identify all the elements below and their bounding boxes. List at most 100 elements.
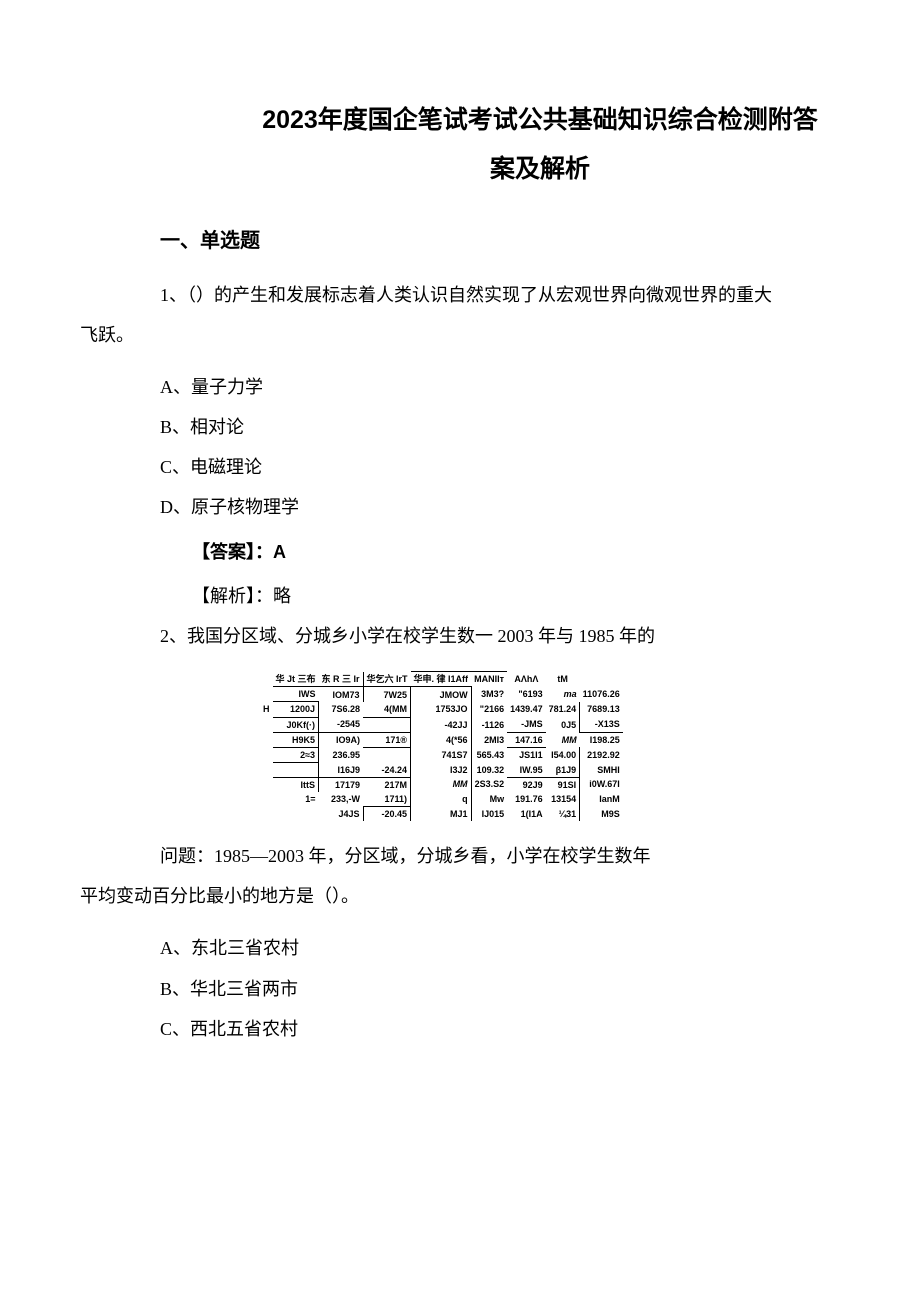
table-cell: 4(MM: [363, 702, 411, 717]
table-cell: [260, 806, 273, 821]
table-row: H 1200J 7S6.28 4(MM 1753JO "2166 1439.47…: [260, 702, 623, 717]
table-cell: -24.24: [363, 763, 411, 778]
table-cell: 11076.26: [580, 687, 623, 702]
table-cell: 2≈3: [273, 747, 319, 762]
section-heading: 一、单选题: [160, 222, 920, 260]
table-cell: -JMS: [507, 717, 546, 732]
table-cell: [260, 717, 273, 732]
table-cell: [273, 806, 319, 821]
table-cell: J0Kf(·): [273, 717, 319, 732]
table-cell: "2166: [471, 702, 507, 717]
table-cell: 7W25: [363, 687, 411, 702]
table-row: H9K5 IO9A) 171® 4(*56 2MI3 147.16 MM I19…: [260, 732, 623, 747]
table-cell: 147.16: [507, 732, 546, 747]
q1-explain: 【解析】：略: [192, 579, 920, 613]
table-row: 2≈3 236.95 741S7 565.43 JS1I1 I54.00 219…: [260, 747, 623, 762]
table-cell: 华 Jt 三布: [273, 672, 319, 687]
table-cell: IOM73: [319, 687, 364, 702]
table-cell: JMOW: [411, 687, 472, 702]
table-cell: H: [260, 702, 273, 717]
table-cell: 92J9: [507, 777, 546, 792]
table-cell: I198.25: [580, 732, 623, 747]
table-row: IWS IOM73 7W25 JMOW 3M3? "6193 ma 11076.…: [260, 687, 623, 702]
doc-title-line2: 案及解析: [80, 146, 920, 194]
q1-option-c: C、电磁理论: [160, 450, 920, 484]
table-cell: [260, 747, 273, 762]
table-cell: MM: [546, 732, 580, 747]
table-cell: 华乞六 IrT: [363, 672, 411, 687]
q2-option-b: B、华北三省两市: [160, 972, 920, 1006]
table-row: J0Kf(·) -2545 -42JJ -1126 -JMS 0J5 -X13S: [260, 717, 623, 732]
table-cell: [260, 732, 273, 747]
table-cell: tM: [546, 672, 580, 687]
table-cell: 1=: [273, 792, 319, 807]
table-cell: 565.43: [471, 747, 507, 762]
table-cell: 1711): [363, 792, 411, 807]
table-cell: 91SI: [546, 777, 580, 792]
table-cell: 0J5: [546, 717, 580, 732]
table-cell: IanM: [580, 792, 623, 807]
q2-stem: 2、我国分区域、分城乡小学在校学生数一 2003 年与 1985 年的: [80, 619, 920, 653]
q1-option-a: A、量子力学: [160, 370, 920, 404]
table-cell: [273, 763, 319, 778]
table-cell: -20.45: [363, 806, 411, 821]
table-cell: SMHI: [580, 763, 623, 778]
table-cell: -42JJ: [411, 717, 472, 732]
table-cell: 7689.13: [580, 702, 623, 717]
table-cell: [260, 763, 273, 778]
table-cell: [260, 672, 273, 687]
table-cell: "6193: [507, 687, 546, 702]
q2-option-a: A、东北三省农村: [160, 931, 920, 965]
doc-title-line1: 2023年度国企笔试考试公共基础知识综合检测附答: [80, 100, 920, 140]
table-header-row: 华 Jt 三布 东 R 三 Ir 华乞六 IrT 华申. 律 I1Aff MAN…: [260, 672, 623, 687]
table-cell: 1200J: [273, 702, 319, 717]
q1-option-b: B、相对论: [160, 410, 920, 444]
table-cell: 109.32: [471, 763, 507, 778]
table-cell: 233,-W: [319, 792, 364, 807]
table-cell: 3M3?: [471, 687, 507, 702]
q2-option-c: C、西北五省农村: [160, 1012, 920, 1046]
table-cell: ¼31: [546, 806, 580, 821]
table-cell: I54.00: [546, 747, 580, 762]
table-cell: J4JS: [319, 806, 364, 821]
table-row: 1= 233,-W 1711) q Mw 191.76 13154 IanM: [260, 792, 623, 807]
table-cell: ma: [546, 687, 580, 702]
table-cell: [260, 687, 273, 702]
table-cell: [363, 747, 411, 762]
table-cell: 781.24: [546, 702, 580, 717]
q1-option-d: D、原子核物理学: [160, 490, 920, 524]
q1-stem-line2: 飞跃。: [80, 318, 920, 352]
data-table: 华 Jt 三布 东 R 三 Ir 华乞六 IrT 华申. 律 I1Aff MAN…: [260, 671, 623, 821]
table-row: I16J9 -24.24 I3J2 109.32 IW.95 β1J9 SMHI: [260, 763, 623, 778]
table-cell: IttS: [273, 777, 319, 792]
table-cell: 华申. 律 I1Aff: [411, 672, 472, 687]
table-cell: 17179: [319, 777, 364, 792]
table-cell: M9S: [580, 806, 623, 821]
table-cell: -X13S: [580, 717, 623, 732]
q1-stem-line1: 1、（）的产生和发展标志着人类认识自然实现了从宏观世界向微观世界的重大: [80, 278, 920, 312]
table-cell: [260, 792, 273, 807]
table-cell: q: [411, 792, 472, 807]
table-cell: 2192.92: [580, 747, 623, 762]
table-cell: MM: [411, 777, 472, 792]
q1-answer: 【答案】：A: [192, 535, 920, 569]
table-cell: 741S7: [411, 747, 472, 762]
table-cell: 7S6.28: [319, 702, 364, 717]
table-cell: IJ015: [471, 806, 507, 821]
table-cell: [363, 717, 411, 732]
table-cell: I3J2: [411, 763, 472, 778]
table-cell: 2MI3: [471, 732, 507, 747]
table-cell: MANIIᴛ: [471, 672, 507, 687]
q2-prompt-line1: 问题：1985—2003 年，分区域，分城乡看，小学在校学生数年: [80, 839, 920, 873]
q2-prompt-line2: 平均变动百分比最小的地方是（）。: [80, 879, 920, 913]
table-cell: Mw: [471, 792, 507, 807]
table-row: J4JS -20.45 MJ1 IJ015 1(I1A ¼31 M9S: [260, 806, 623, 821]
table-cell: IO9A): [319, 732, 364, 747]
table-cell: 1439.47: [507, 702, 546, 717]
table-cell: 171®: [363, 732, 411, 747]
table-cell: 4(*56: [411, 732, 472, 747]
table-cell: 236.95: [319, 747, 364, 762]
table-cell: MJ1: [411, 806, 472, 821]
table-cell: 东 R 三 Ir: [319, 672, 364, 687]
table-cell: JS1I1: [507, 747, 546, 762]
